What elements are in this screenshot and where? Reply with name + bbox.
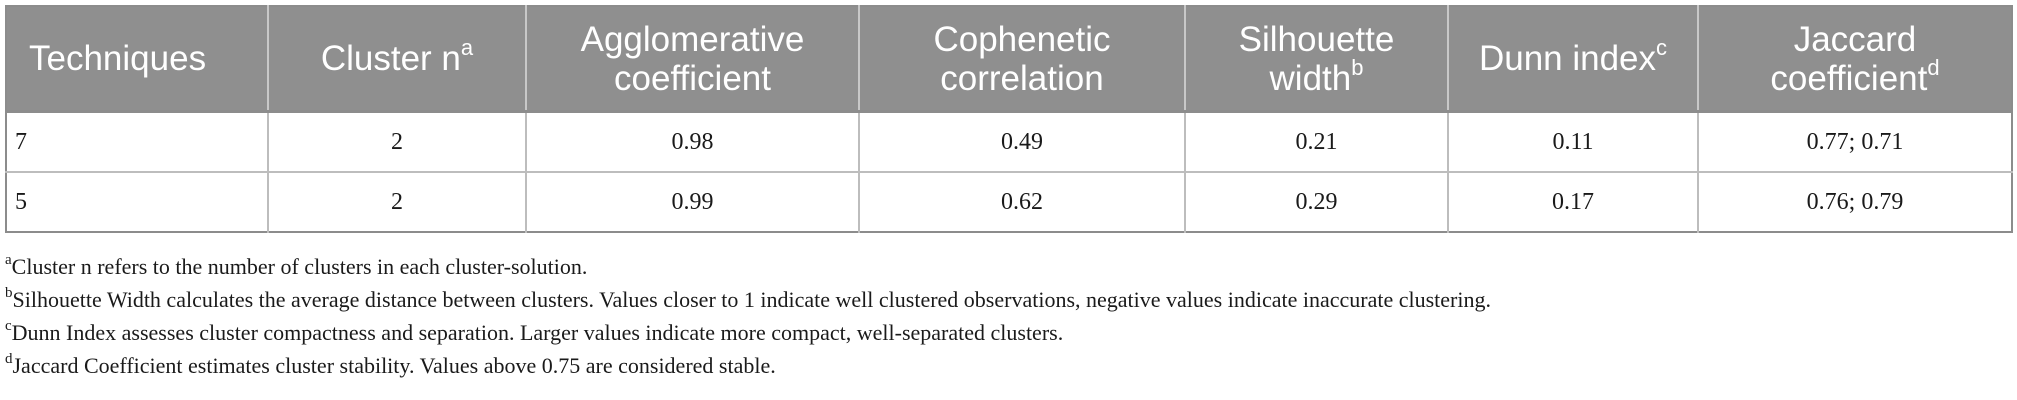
header-dunn-index: Dunn indexc — [1448, 6, 1699, 112]
footnote-mark: c — [5, 317, 12, 334]
header-cluster-n: Cluster na — [268, 6, 527, 112]
footnote-c: cDunn Index assesses cluster compactness… — [5, 316, 2011, 349]
table-footnotes: aCluster n refers to the number of clust… — [5, 250, 2011, 382]
header-row: Techniques Cluster na Agglomerative coef… — [6, 6, 2012, 112]
cell-techniques: 7 — [6, 110, 269, 173]
cell-cluster-n: 2 — [268, 110, 527, 173]
cell-agglomerative-coefficient: 0.99 — [526, 172, 860, 232]
cell-dunn-index: 0.11 — [1448, 110, 1699, 173]
footnote-mark: c — [1656, 35, 1668, 61]
table-row: 5 2 0.99 0.62 0.29 0.17 0.76; 0.79 — [6, 172, 2012, 232]
footnote-mark: d — [1927, 54, 1940, 80]
cell-jaccard-coefficient: 0.76; 0.79 — [1806, 188, 1904, 215]
cell-silhouette-width: 0.21 — [1185, 110, 1449, 173]
footnote-d: dJaccard Coefficient estimates cluster s… — [5, 349, 2011, 382]
table-row: 7 2 0.98 0.49 0.21 0.11 0.77; 0.71 — [6, 110, 2012, 173]
footnote-text: Dunn Index assesses cluster compactness … — [11, 320, 1064, 345]
cell-jaccard-coefficient: 0.77; 0.71 — [1698, 110, 2012, 173]
footnote-b: bSilhouette Width calculates the average… — [5, 283, 2011, 316]
table-body: 7 2 0.98 0.49 0.21 0.11 0.77; 0.71 5 2 0… — [6, 110, 2012, 232]
header-silhouette-width: Silhouette widthb — [1185, 6, 1449, 112]
cell-cophenetic-correlation: 0.62 — [859, 172, 1186, 232]
cell-agglomerative-coefficient: 0.98 — [526, 110, 860, 173]
results-table-container: Techniques Cluster na Agglomerative coef… — [5, 5, 2013, 233]
footnote-mark: b — [1351, 54, 1364, 80]
footnote-mark: a — [460, 35, 474, 61]
cell-cophenetic-correlation: 0.49 — [859, 110, 1186, 173]
header-cophenetic-correlation: Cophenetic correlation — [859, 6, 1186, 112]
header-agglomerative-coefficient: Agglomerative coefficient — [526, 6, 860, 112]
cluster-validation-table: Techniques Cluster na Agglomerative coef… — [5, 5, 2013, 233]
footnote-mark: d — [5, 350, 13, 367]
footnote-mark: a — [5, 251, 12, 268]
footnote-text: Cluster n refers to the number of cluste… — [11, 254, 588, 279]
footnote-text: Jaccard Coefficient estimates cluster st… — [12, 353, 776, 378]
cell-dunn-index: 0.17 — [1448, 172, 1699, 232]
footnote-a: aCluster n refers to the number of clust… — [5, 250, 2011, 283]
cell-cluster-n: 2 — [268, 172, 527, 232]
cell-techniques: 5 — [6, 172, 269, 232]
header-techniques: Techniques — [6, 6, 269, 112]
header-jaccard-coefficient: Jaccard coefficientd — [1698, 6, 2012, 112]
footnote-text: Silhouette Width calculates the average … — [12, 287, 1491, 312]
footnote-mark: b — [5, 284, 13, 301]
cell-silhouette-width: 0.29 — [1185, 172, 1449, 232]
table-header: Techniques Cluster na Agglomerative coef… — [6, 6, 2012, 112]
